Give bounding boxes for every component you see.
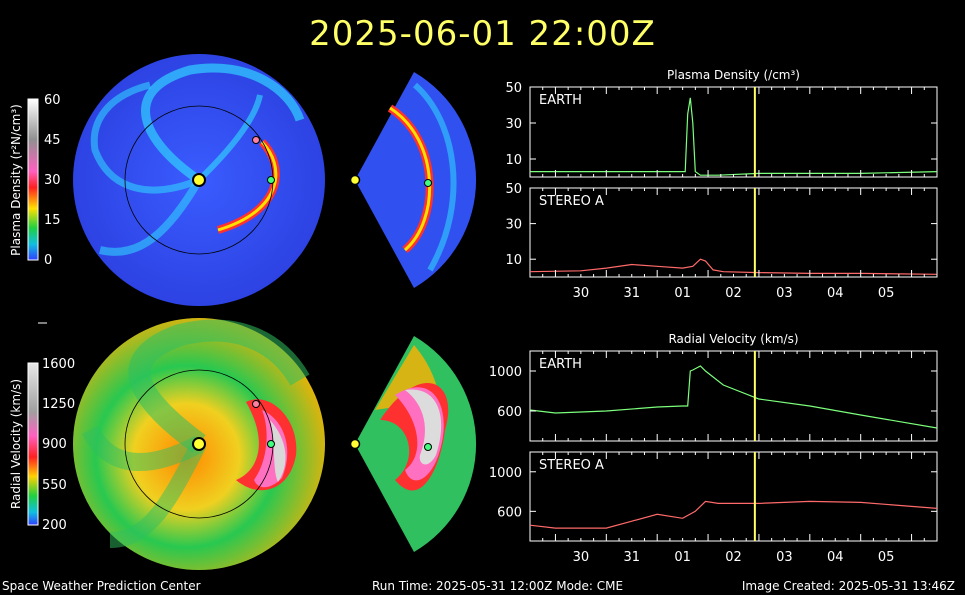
density-earth-series-line bbox=[530, 97, 938, 176]
density-xtick-label: 01 bbox=[674, 286, 691, 301]
velocity-earth-label: EARTH bbox=[539, 357, 582, 372]
velocity-stereo-a-ytick-label: 600 bbox=[497, 505, 522, 520]
velocity-colorbar: Radial Velocity (km/s) 1600 1250 900 550… bbox=[9, 357, 75, 533]
velocity-earth-ytick-label: 600 bbox=[497, 405, 522, 420]
density-stereo-a-ytick-label: 50 bbox=[505, 182, 522, 197]
velocity-tick-550: 550 bbox=[42, 478, 67, 493]
velocity-tick-1250: 1250 bbox=[42, 397, 75, 412]
density-tick-0: 0 bbox=[44, 253, 52, 268]
density-xtick-label: 30 bbox=[573, 286, 590, 301]
velocity-stereo-a-label: STEREO A bbox=[539, 458, 604, 473]
velocity-colorbar-label: Radial Velocity (km/s) bbox=[9, 379, 23, 509]
density-earth-label: EARTH bbox=[539, 93, 582, 108]
density-xtick-label: 04 bbox=[827, 286, 844, 301]
velocity-tick-1600: 1600 bbox=[42, 357, 75, 372]
density-colorbar-label: Plasma Density (r²N/cm³) bbox=[9, 104, 23, 256]
density-xtick-label: 31 bbox=[623, 286, 640, 301]
velocity-meridional-plot bbox=[349, 336, 477, 552]
density-ecliptic-plot bbox=[73, 54, 325, 306]
footer-created: Image Created: 2025-05-31 13:46Z bbox=[741, 579, 955, 593]
density-earth-ytick-label: 30 bbox=[505, 117, 522, 132]
velocity-xtick-label: 31 bbox=[623, 550, 640, 565]
density-xtick-label: 02 bbox=[725, 286, 742, 301]
velocity-xtick-label: 03 bbox=[776, 550, 793, 565]
velocity-stereo-a-series-line bbox=[529, 500, 938, 529]
velocity-tick-200: 200 bbox=[42, 518, 67, 533]
velocity-chart-title: Radial Velocity (km/s) bbox=[668, 332, 798, 346]
density-earth-frame bbox=[529, 86, 938, 178]
timeseries-panels: Plasma Density (/cm³) EARTH 10 30 50 STEREO A… bbox=[489, 68, 938, 565]
footer-run: Run Time: 2025-05-31 12:00Z Mode: CME bbox=[372, 579, 624, 593]
density-stereo-a-label: STEREO A bbox=[539, 194, 604, 209]
density-earth-ytick-label: 50 bbox=[505, 81, 522, 96]
velocity-stereo-a-ytick-label: 1000 bbox=[489, 466, 522, 481]
velocity-xtick-label: 30 bbox=[573, 550, 590, 565]
density-tick-60: 60 bbox=[44, 93, 61, 108]
velocity-tick-900: 900 bbox=[42, 437, 67, 452]
density-colorbar: Plasma Density (r²N/cm³) 60 45 30 15 0 bbox=[9, 93, 61, 268]
velocity-earth-ytick-label: 1000 bbox=[489, 365, 522, 380]
velocity-xtick-label: 04 bbox=[827, 550, 844, 565]
density-tick-30: 30 bbox=[44, 173, 61, 188]
density-tick-45: 45 bbox=[44, 133, 61, 148]
density-xtick-label: 03 bbox=[776, 286, 793, 301]
density-tick-15: 15 bbox=[44, 213, 61, 228]
velocity-xtick-label: 05 bbox=[878, 550, 895, 565]
timestamp-title: 2025-06-01 22:00Z bbox=[309, 14, 656, 54]
density-earth-ytick-label: 10 bbox=[505, 153, 522, 168]
footer-org: Space Weather Prediction Center bbox=[2, 579, 201, 593]
velocity-xtick-label: 02 bbox=[725, 550, 742, 565]
velocity-earth-frame bbox=[529, 350, 938, 442]
velocity-xtick-label: 01 bbox=[674, 550, 691, 565]
density-stereo-a-ytick-label: 10 bbox=[505, 253, 522, 268]
density-stereo-a-ytick-label: 30 bbox=[505, 218, 522, 233]
velocity-earth-series-line bbox=[529, 365, 938, 429]
density-chart-title: Plasma Density (/cm³) bbox=[667, 68, 800, 82]
density-xtick-label: 05 bbox=[878, 286, 895, 301]
density-meridional-plot bbox=[349, 72, 477, 288]
density-stereo-a-series-line bbox=[529, 258, 938, 275]
velocity-ecliptic-plot bbox=[73, 318, 325, 570]
